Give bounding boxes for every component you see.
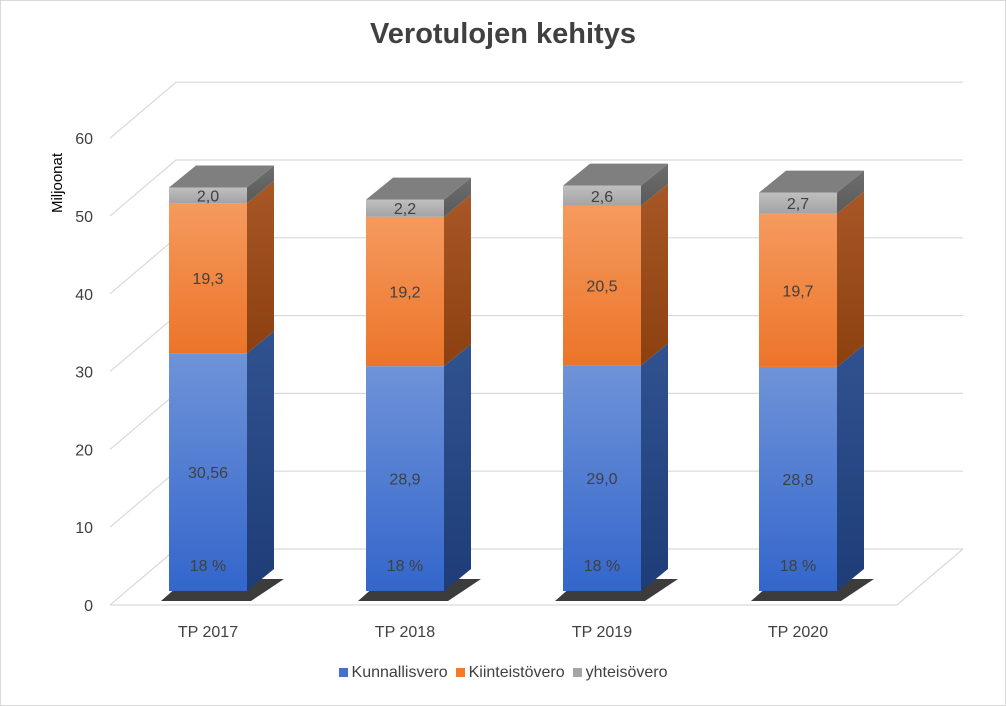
- data-label: 2,6: [591, 189, 613, 206]
- bar-segment: [366, 194, 471, 367]
- data-labels: 30,56 19,3 2,0 18 % 28,9 19,2 2,2 18 % 29,0 20,5 2…: [188, 188, 816, 575]
- legend-item: Kunnallisvero: [338, 664, 448, 682]
- legend-item: yhteisövero: [572, 664, 668, 682]
- bar-segment: [759, 191, 864, 367]
- data-label: 20,5: [586, 279, 617, 296]
- gridline: [109, 81, 963, 139]
- legend-label: Kunnallisvero: [351, 664, 448, 681]
- x-axis: TP 2017 TP 2018 TP 2019 TP 2020: [178, 624, 828, 641]
- x-tick-label: TP 2018: [375, 624, 435, 641]
- data-label: 28,9: [389, 472, 420, 489]
- legend-item: Kiinteistövero: [455, 664, 565, 682]
- legend: Kunnallisvero Kiinteistövero yhteisövero: [0, 664, 1006, 682]
- data-label: 30,56: [188, 465, 228, 482]
- data-label: 19,7: [782, 283, 813, 300]
- x-tick-label: TP 2019: [572, 624, 632, 641]
- y-axis: 0 10 20 30 40 50 60: [75, 131, 93, 615]
- data-label: 2,0: [197, 188, 219, 205]
- legend-label: yhteisövero: [585, 664, 668, 681]
- y-tick-label: 40: [75, 287, 93, 304]
- y-tick-label: 50: [75, 209, 93, 226]
- bar-segment: [759, 344, 864, 591]
- rate-label: 18 %: [387, 558, 423, 575]
- y-tick-label: 20: [75, 442, 93, 459]
- bar-segment: [563, 343, 668, 591]
- legend-swatch: [455, 668, 465, 678]
- bars: [161, 163, 874, 601]
- data-label: 2,2: [394, 201, 416, 218]
- rate-label: 18 %: [584, 558, 620, 575]
- data-label: 2,7: [787, 196, 809, 213]
- data-label: 28,8: [782, 472, 813, 489]
- bar-segment: [563, 163, 668, 206]
- legend-swatch: [572, 668, 582, 678]
- floor-edge: [110, 548, 964, 606]
- bar-segment: [169, 331, 274, 591]
- data-label: 29,0: [586, 471, 617, 488]
- rate-label: 18 %: [780, 558, 816, 575]
- bar-segment: [759, 170, 864, 214]
- bar-segment: [169, 165, 274, 204]
- data-label: 19,2: [389, 284, 420, 301]
- rate-label: 18 %: [190, 558, 226, 575]
- data-label: 19,3: [192, 271, 223, 288]
- x-tick-label: TP 2020: [768, 624, 828, 641]
- bar-segment: [563, 183, 668, 366]
- x-tick-label: TP 2017: [178, 624, 238, 641]
- legend-label: Kiinteistövero: [468, 664, 565, 681]
- gridline: [109, 159, 963, 217]
- bar-segment: [366, 344, 471, 591]
- chart-title: Verotulojen kehitys: [370, 18, 636, 50]
- bar-segment: [169, 181, 274, 354]
- y-tick-label: 10: [75, 520, 93, 537]
- y-tick-label: 30: [75, 365, 93, 382]
- bar-segment: [366, 177, 471, 217]
- y-axis-title: Miljoonat: [49, 152, 66, 213]
- y-tick-label: 60: [75, 131, 93, 148]
- legend-swatch: [338, 668, 348, 678]
- y-tick-label: 0: [84, 598, 93, 615]
